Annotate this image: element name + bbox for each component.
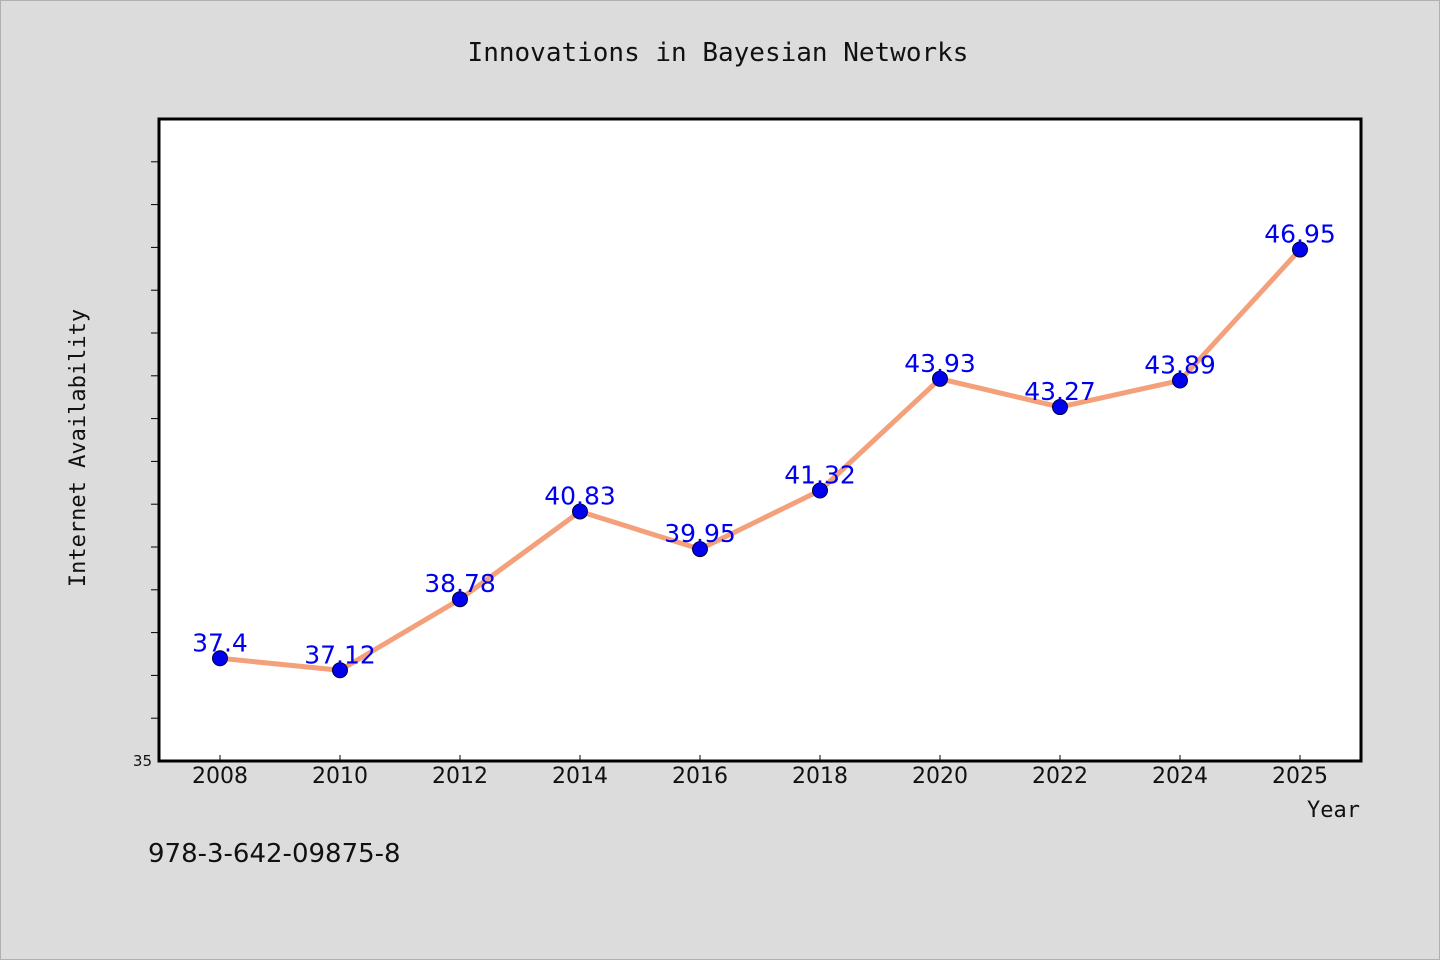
data-label: 38.78 [424,569,496,598]
data-point [1052,399,1068,416]
data-label: 37.12 [304,640,376,669]
data-label: 39.95 [664,519,736,548]
y-axis-label: Internet Availability [66,309,91,587]
x-axis-ticks: 2008 2010 2012 2014 2016 2018 2020 2022 2024 2025 [192,755,1328,789]
x-tick-label: 2018 [792,764,848,789]
data-label: 37.4 [192,628,248,657]
x-tick-label: 2010 [312,764,368,789]
y-tick-label: 35 [133,752,152,770]
y-axis-ticks [151,161,159,719]
data-label: 43.89 [1144,351,1216,380]
data-label: 40.83 [544,481,616,510]
data-label: 43.27 [1024,377,1096,406]
x-tick-label: 2014 [552,764,608,789]
x-axis-label: Year [1307,798,1360,823]
data-label: 43.93 [904,349,976,378]
series-line [219,247,1302,673]
x-tick-label: 2024 [1152,764,1208,789]
data-point [452,591,468,608]
x-tick-label: 2008 [192,764,248,789]
data-label: 46.95 [1264,220,1336,249]
data-point [932,370,948,387]
plot-area [157,117,1363,763]
x-tick-label: 2016 [672,764,728,789]
isbn-label: 978-3-642-09875-8 [148,839,401,869]
data-point [1292,241,1308,258]
data-point [332,662,348,679]
data-point [572,503,588,520]
x-tick-label: 2020 [912,764,968,789]
x-tick-label: 2025 [1272,764,1328,789]
data-point [692,541,708,558]
chart-title: Innovations in Bayesian Networks [468,38,969,68]
data-point [1172,372,1188,389]
data-point [812,482,828,499]
data-label: 41.32 [784,461,856,490]
series-group: 37.4 37.12 38.78 40.83 39.95 41.32 43.93 43.27 4… [192,220,1336,679]
x-tick-label: 2012 [432,764,488,789]
data-point [212,650,228,667]
x-tick-label: 2022 [1032,764,1088,789]
